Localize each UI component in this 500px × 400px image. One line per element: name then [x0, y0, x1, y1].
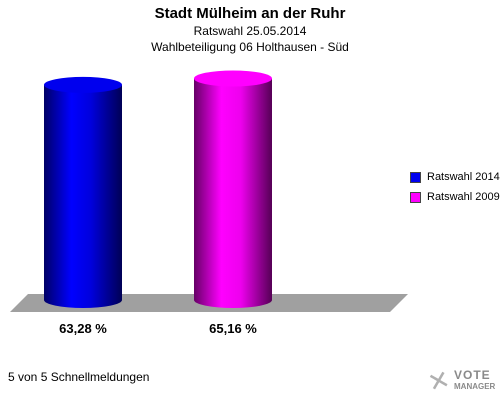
- legend-item-2009: Ratswahl 2009: [410, 190, 500, 204]
- bar-value-label-ratswahl-2009: 65,16 %: [209, 321, 257, 336]
- logo-mark-icon: ✕: [424, 363, 454, 399]
- bar-ratswahl-2009: [194, 78, 272, 309]
- logo-text-bottom: MANAGER: [454, 382, 496, 391]
- legend-swatch-2009: [410, 191, 421, 203]
- legend-swatch-2014: [410, 171, 421, 183]
- legend-label-2009: Ratswahl 2009: [427, 191, 500, 203]
- bars-group: [44, 70, 272, 309]
- chart-titles: Stadt Mülheim an der Ruhr Ratswahl 25.05…: [0, 4, 500, 55]
- logo-text-top: VOTE: [454, 368, 491, 382]
- chart-subtitle-district: Wahlbeteiligung 06 Holthausen - Süd: [151, 40, 349, 54]
- bar-value-label-ratswahl-2014: 63,28 %: [59, 321, 107, 336]
- legend: Ratswahl 2014 Ratswahl 2009: [410, 170, 500, 210]
- bar-top-ratswahl-2009: [194, 70, 272, 87]
- chart-subtitle-date: Ratswahl 25.05.2014: [193, 24, 307, 38]
- bar-ratswahl-2014: [44, 84, 122, 308]
- footer-status: 5 von 5 Schnellmeldungen: [8, 370, 150, 384]
- vote-manager-logo: ✕ VOTE MANAGER: [424, 364, 498, 399]
- bar-labels-group: 63,28 % 65,16 %: [59, 321, 257, 336]
- legend-item-2014: Ratswahl 2014: [410, 170, 500, 184]
- legend-label-2014: Ratswahl 2014: [427, 171, 500, 183]
- bar-top-ratswahl-2014: [44, 76, 122, 93]
- chart-title: Stadt Mülheim an der Ruhr: [154, 5, 346, 22]
